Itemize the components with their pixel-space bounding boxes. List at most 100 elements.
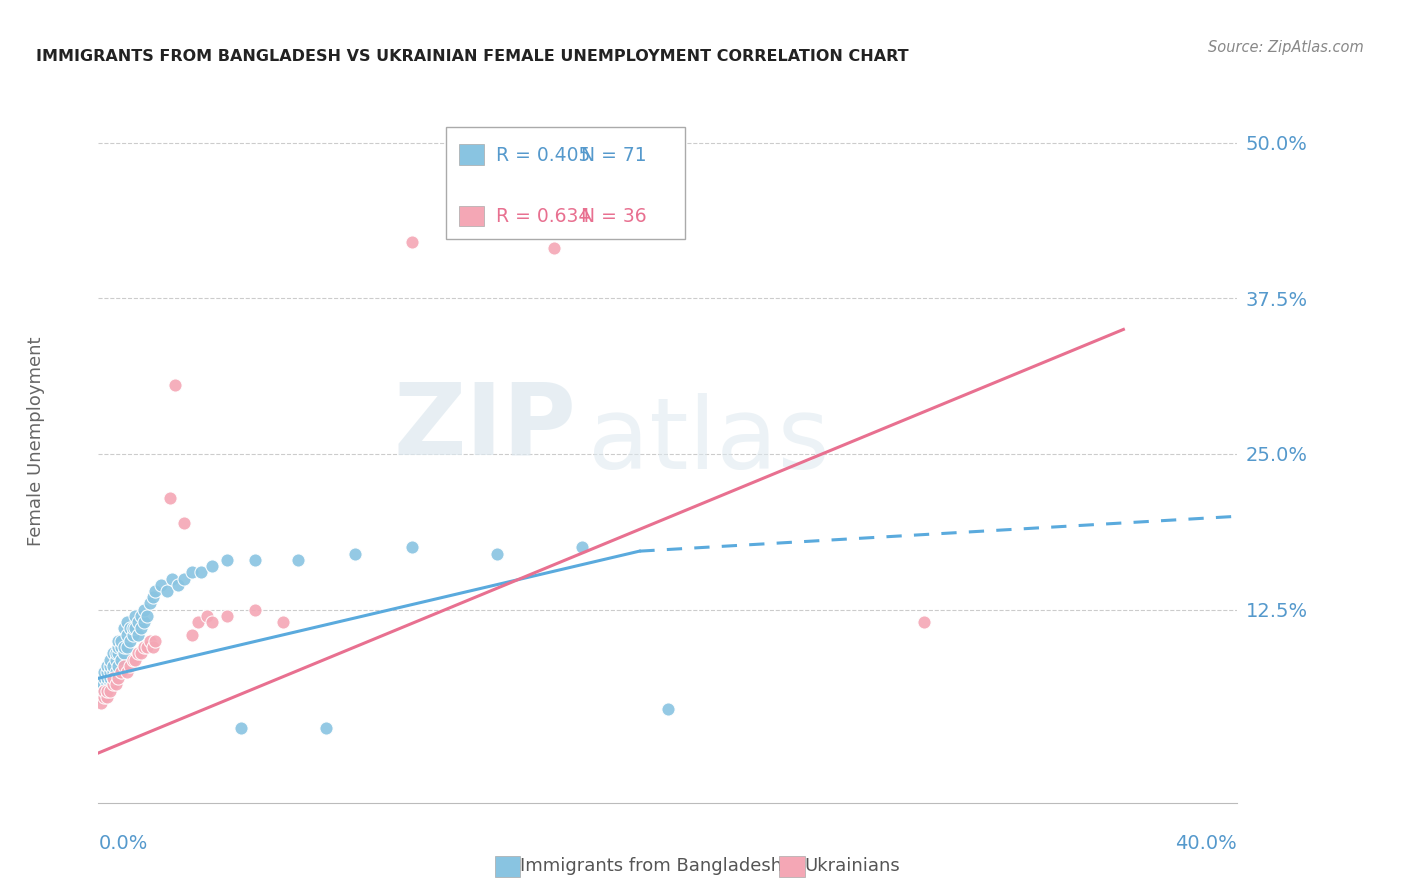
Point xyxy=(104,665,127,679)
FancyBboxPatch shape xyxy=(446,128,685,239)
Text: ZIP: ZIP xyxy=(394,378,576,475)
Point xyxy=(112,658,135,673)
Point xyxy=(112,640,135,654)
Point xyxy=(98,652,121,666)
Point xyxy=(159,491,181,505)
Point xyxy=(121,627,143,641)
Point xyxy=(243,553,266,567)
Point xyxy=(90,677,112,691)
Point xyxy=(115,615,138,630)
Text: Female Unemployment: Female Unemployment xyxy=(27,337,45,546)
Point xyxy=(215,553,238,567)
Text: Immigrants from Bangladesh: Immigrants from Bangladesh xyxy=(520,857,782,875)
Point xyxy=(104,652,127,666)
Point xyxy=(101,677,124,691)
Point xyxy=(96,671,118,685)
Point xyxy=(93,671,115,685)
Point xyxy=(98,671,121,685)
Point xyxy=(96,665,118,679)
Point xyxy=(127,615,149,630)
Point xyxy=(141,640,163,654)
Point xyxy=(98,658,121,673)
Point xyxy=(101,646,124,660)
Point xyxy=(145,633,167,648)
Point xyxy=(107,646,129,660)
Point xyxy=(165,378,187,392)
Point xyxy=(101,671,124,685)
Point xyxy=(135,609,157,624)
Point xyxy=(215,609,238,624)
Text: N = 36: N = 36 xyxy=(581,207,647,227)
Point xyxy=(129,609,152,624)
Point xyxy=(107,671,129,685)
Text: R = 0.405: R = 0.405 xyxy=(496,146,591,165)
Text: Ukrainians: Ukrainians xyxy=(804,857,900,875)
Point xyxy=(132,603,155,617)
Point xyxy=(124,621,146,635)
Point xyxy=(173,572,195,586)
Point xyxy=(115,627,138,641)
Point xyxy=(96,683,118,698)
Point xyxy=(141,591,163,605)
Point xyxy=(101,665,124,679)
Point xyxy=(181,627,204,641)
Point xyxy=(127,627,149,641)
Point xyxy=(124,609,146,624)
Point xyxy=(98,683,121,698)
Point xyxy=(110,633,132,648)
Point xyxy=(93,683,115,698)
Point xyxy=(93,690,115,704)
Point xyxy=(132,640,155,654)
Point xyxy=(118,658,141,673)
Point xyxy=(150,578,173,592)
Point xyxy=(115,665,138,679)
FancyBboxPatch shape xyxy=(779,855,804,877)
Point xyxy=(129,646,152,660)
Point xyxy=(96,683,118,698)
Point xyxy=(96,658,118,673)
Point xyxy=(110,652,132,666)
Point xyxy=(98,665,121,679)
Point xyxy=(90,696,112,710)
Point xyxy=(127,646,149,660)
Point xyxy=(181,566,204,580)
Point xyxy=(315,721,337,735)
Point xyxy=(145,584,167,599)
FancyBboxPatch shape xyxy=(460,145,485,165)
Point xyxy=(138,633,160,648)
Point xyxy=(118,633,141,648)
Point xyxy=(93,665,115,679)
Point xyxy=(201,559,224,574)
Point xyxy=(190,566,212,580)
Point xyxy=(229,721,252,735)
Point xyxy=(121,621,143,635)
Text: IMMIGRANTS FROM BANGLADESH VS UKRAINIAN FEMALE UNEMPLOYMENT CORRELATION CHART: IMMIGRANTS FROM BANGLADESH VS UKRAINIAN … xyxy=(35,49,908,64)
Point xyxy=(401,235,423,250)
Text: R = 0.634: R = 0.634 xyxy=(496,207,591,227)
Point xyxy=(912,615,935,630)
Point xyxy=(107,633,129,648)
Point xyxy=(543,242,565,256)
Point xyxy=(118,621,141,635)
Point xyxy=(93,690,115,704)
FancyBboxPatch shape xyxy=(460,205,485,227)
Point xyxy=(112,646,135,660)
Text: N = 71: N = 71 xyxy=(581,146,647,165)
Point xyxy=(173,516,195,530)
Point xyxy=(167,578,190,592)
Point xyxy=(486,547,509,561)
Point xyxy=(121,652,143,666)
Point xyxy=(104,677,127,691)
Text: 0.0%: 0.0% xyxy=(98,834,148,853)
Point xyxy=(243,603,266,617)
Point xyxy=(96,690,118,704)
Point xyxy=(112,621,135,635)
Point xyxy=(132,615,155,630)
Point xyxy=(657,702,679,716)
Point xyxy=(115,640,138,654)
Point xyxy=(101,658,124,673)
Point xyxy=(343,547,366,561)
Point xyxy=(124,652,146,666)
Point xyxy=(107,658,129,673)
Point xyxy=(104,646,127,660)
